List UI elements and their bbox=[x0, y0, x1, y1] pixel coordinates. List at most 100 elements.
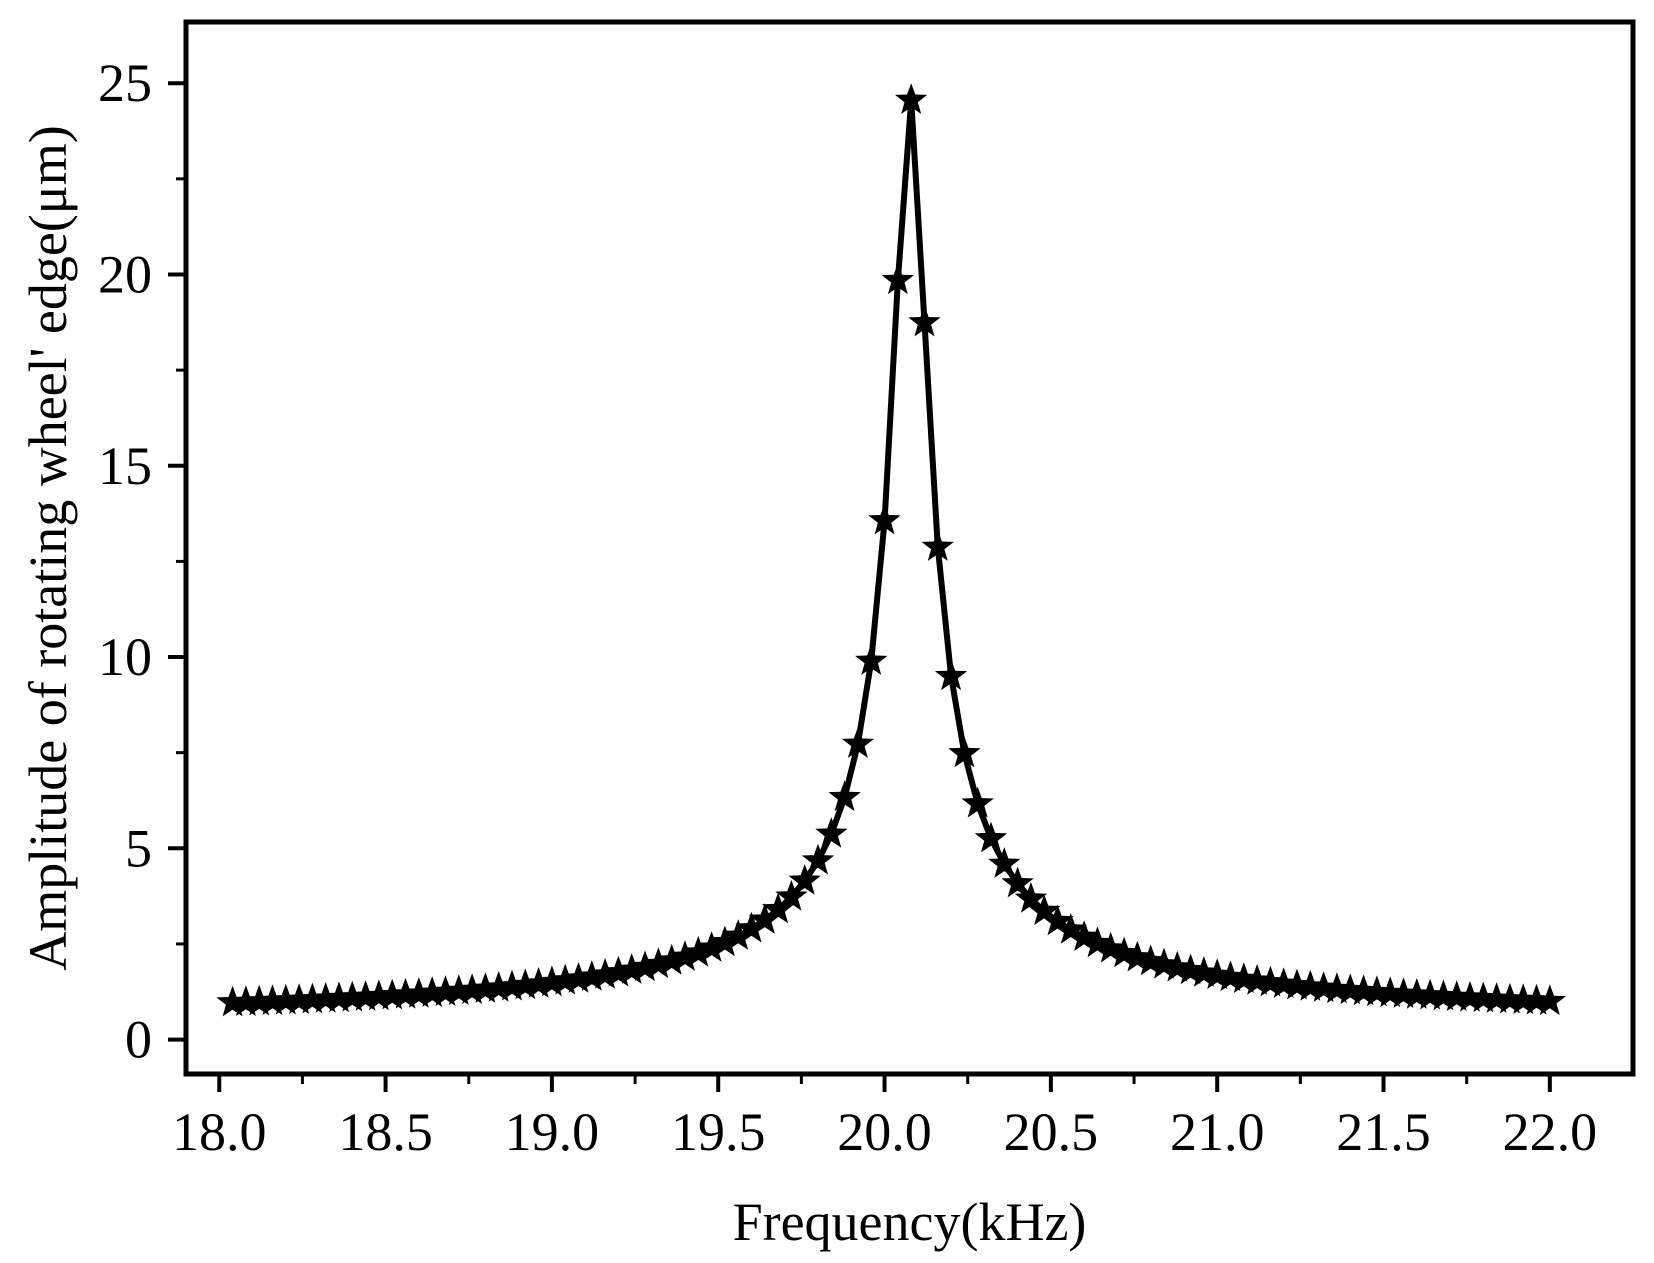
data-point-star bbox=[229, 985, 262, 1016]
data-point-star bbox=[602, 955, 635, 987]
data-point-star bbox=[256, 984, 289, 1015]
data-point-star bbox=[1347, 974, 1380, 1006]
data-point-star bbox=[775, 879, 808, 911]
data-point-star bbox=[815, 817, 848, 848]
data-point-star bbox=[402, 977, 435, 1008]
data-point-star bbox=[948, 736, 981, 768]
data-point-star bbox=[442, 974, 475, 1005]
data-point-star bbox=[429, 975, 462, 1006]
y-tick-label: 5 bbox=[125, 818, 152, 878]
data-point-star bbox=[482, 971, 515, 1002]
data-point-star bbox=[988, 847, 1021, 878]
data-point-star bbox=[748, 903, 781, 934]
data-point-star bbox=[309, 982, 342, 1013]
x-tick-label: 19.0 bbox=[505, 1102, 600, 1162]
data-point-star bbox=[1014, 881, 1048, 913]
data-point-star bbox=[868, 503, 901, 535]
data-point-star bbox=[1054, 913, 1087, 944]
data-point-star bbox=[1400, 978, 1433, 1009]
data-point-star bbox=[908, 305, 941, 337]
data-point-star bbox=[855, 644, 888, 675]
plot-frame bbox=[183, 19, 1636, 1077]
x-tick-label: 21.5 bbox=[1336, 1102, 1431, 1162]
data-point-star bbox=[1493, 982, 1527, 1014]
x-tick-label: 22.0 bbox=[1503, 1102, 1598, 1162]
y-tick-label: 15 bbox=[98, 436, 152, 496]
data-point-star bbox=[974, 821, 1008, 853]
data-point-star bbox=[575, 960, 608, 991]
data-point-star bbox=[1440, 980, 1473, 1011]
data-point-star bbox=[243, 984, 276, 1016]
data-point-star bbox=[682, 935, 715, 967]
data-point-star bbox=[1387, 977, 1420, 1008]
axes bbox=[183, 19, 1636, 1077]
data-point-star bbox=[336, 980, 369, 1012]
data-point-star bbox=[549, 963, 582, 995]
data-point-star bbox=[1121, 940, 1154, 972]
data-point-star bbox=[562, 962, 595, 993]
data-point-star bbox=[322, 981, 356, 1013]
data-point-star bbox=[1041, 904, 1074, 936]
data-point-star bbox=[801, 843, 835, 875]
data-point-star bbox=[389, 977, 422, 1009]
data-point-star bbox=[841, 727, 875, 758]
data-series bbox=[216, 83, 1566, 1017]
data-point-star bbox=[282, 983, 316, 1014]
data-point-star bbox=[1533, 984, 1566, 1016]
data-point-star bbox=[376, 978, 409, 1010]
data-point-star bbox=[1307, 971, 1340, 1002]
data-point-star bbox=[1107, 936, 1141, 968]
y-axis-title: Amplitude of rotating wheel' edge(μm) bbox=[18, 125, 78, 970]
data-point-star bbox=[708, 925, 742, 957]
data-point-star bbox=[934, 659, 968, 691]
data-point-star bbox=[1001, 866, 1034, 898]
data-point-star bbox=[1094, 931, 1127, 963]
data-point-star bbox=[216, 985, 249, 1017]
data-point-star bbox=[735, 911, 768, 943]
data-point-star bbox=[362, 979, 396, 1011]
data-point-star bbox=[655, 943, 688, 975]
data-point-star bbox=[961, 786, 994, 818]
data-point-star bbox=[269, 983, 302, 1015]
data-point-star bbox=[535, 965, 569, 997]
data-point-star bbox=[1480, 982, 1513, 1013]
x-tick-label: 18.5 bbox=[338, 1102, 433, 1162]
y-tick-label: 0 bbox=[125, 1010, 152, 1070]
data-point-star bbox=[1427, 979, 1460, 1011]
data-point-star bbox=[1028, 894, 1061, 925]
data-point-star bbox=[1413, 978, 1447, 1010]
data-point-star bbox=[1453, 980, 1487, 1012]
data-point-star bbox=[788, 864, 821, 895]
data-point-star bbox=[296, 982, 329, 1014]
x-tick-label: 19.5 bbox=[671, 1102, 766, 1162]
data-point-star bbox=[1507, 983, 1540, 1014]
x-tick-label: 20.0 bbox=[837, 1102, 932, 1162]
data-point-star bbox=[416, 976, 449, 1007]
data-point-star bbox=[1374, 976, 1407, 1008]
data-point-star bbox=[1467, 981, 1500, 1013]
x-tick-label: 18.0 bbox=[172, 1102, 267, 1162]
data-point-star bbox=[722, 919, 755, 950]
data-point-star bbox=[349, 980, 382, 1011]
data-point-star bbox=[881, 263, 914, 295]
series-line bbox=[232, 97, 1550, 1006]
data-point-star bbox=[469, 972, 502, 1003]
data-point-star bbox=[455, 973, 489, 1004]
data-point-star bbox=[642, 947, 675, 979]
data-point-star bbox=[761, 892, 795, 924]
data-point-star bbox=[828, 780, 861, 812]
data-point-star bbox=[1280, 968, 1314, 1000]
data-point-star bbox=[509, 968, 542, 1000]
data-point-star bbox=[1334, 973, 1367, 1005]
data-point-star bbox=[1360, 975, 1393, 1007]
y-tick-label: 10 bbox=[98, 627, 152, 687]
data-point-star bbox=[1081, 926, 1114, 958]
data-point-star bbox=[615, 953, 648, 984]
data-point-star bbox=[695, 931, 728, 962]
data-point-star bbox=[895, 83, 928, 114]
tick-labels: 18.0 18.5 19.0 19.5 20.0 20.5 21.0 21.5 22.0 0 5 10… bbox=[98, 53, 1597, 1162]
data-point-star bbox=[921, 530, 954, 561]
data-point-star bbox=[1294, 969, 1327, 1001]
data-point-star bbox=[1068, 920, 1101, 951]
